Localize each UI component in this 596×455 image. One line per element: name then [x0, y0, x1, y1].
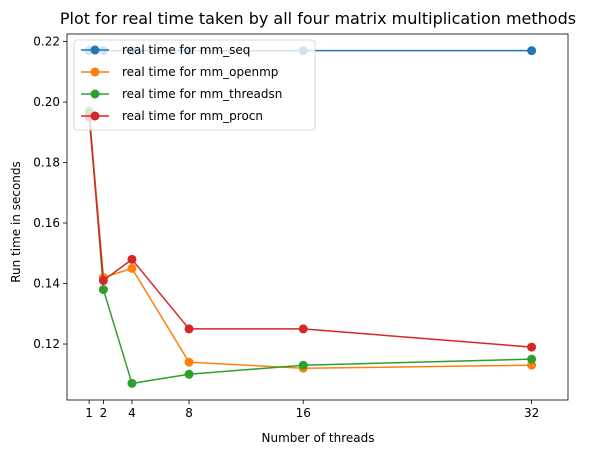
- chart-title: Plot for real time taken by all four mat…: [60, 9, 576, 28]
- legend-item: real time for mm_openmp: [81, 65, 278, 79]
- x-tick-label: 2: [100, 406, 108, 420]
- legend-item: real time for mm_threadsn: [81, 87, 282, 101]
- data-point: [184, 324, 194, 334]
- plot-area: [66, 33, 569, 401]
- data-point: [98, 285, 108, 295]
- legend-item: real time for mm_procn: [81, 109, 263, 123]
- x-tick-label: 16: [296, 406, 311, 420]
- series-3: [84, 106, 537, 388]
- legend-marker: [90, 89, 100, 99]
- legend-label: real time for mm_procn: [122, 109, 263, 123]
- x-axis: 1 2 4 8 16 32: [85, 400, 539, 420]
- legend-marker: [90, 45, 100, 55]
- legend-marker: [90, 67, 100, 77]
- data-point: [98, 276, 108, 286]
- series-2: [84, 106, 537, 373]
- legend-label: real time for mm_threadsn: [122, 87, 282, 101]
- data-point: [298, 360, 308, 370]
- y-tick-label: 0.20: [33, 95, 60, 109]
- y-tick-label: 0.22: [33, 35, 60, 49]
- legend-item: real time for mm_seq: [81, 43, 250, 57]
- data-point: [298, 324, 308, 334]
- plot-frame: [66, 33, 569, 401]
- data-point: [527, 342, 537, 352]
- legend-label: real time for mm_openmp: [122, 65, 278, 79]
- data-point: [127, 263, 137, 273]
- y-tick-label: 0.14: [33, 277, 60, 291]
- data-point: [184, 369, 194, 379]
- legend-marker: [90, 111, 100, 121]
- y-axis-label: Run time in seconds: [9, 161, 23, 283]
- y-tick-label: 0.16: [33, 216, 60, 230]
- data-point: [127, 254, 137, 264]
- series-line: [88, 117, 532, 348]
- y-axis: 0.12 0.14 0.16 0.18 0.20 0.22: [33, 35, 67, 351]
- x-tick-label: 32: [524, 406, 539, 420]
- data-point: [127, 378, 137, 388]
- data-point: [527, 46, 537, 56]
- x-tick-label: 8: [185, 406, 193, 420]
- data-point: [527, 354, 537, 364]
- legend-label: real time for mm_seq: [122, 43, 250, 57]
- x-tick-label: 4: [128, 406, 136, 420]
- y-tick-label: 0.12: [33, 337, 60, 351]
- x-tick-label: 1: [85, 406, 93, 420]
- x-axis-label: Number of threads: [262, 431, 375, 445]
- data-point: [184, 357, 194, 367]
- y-tick-label: 0.18: [33, 156, 60, 170]
- series-4: [84, 112, 537, 352]
- legend-box: [73, 39, 316, 131]
